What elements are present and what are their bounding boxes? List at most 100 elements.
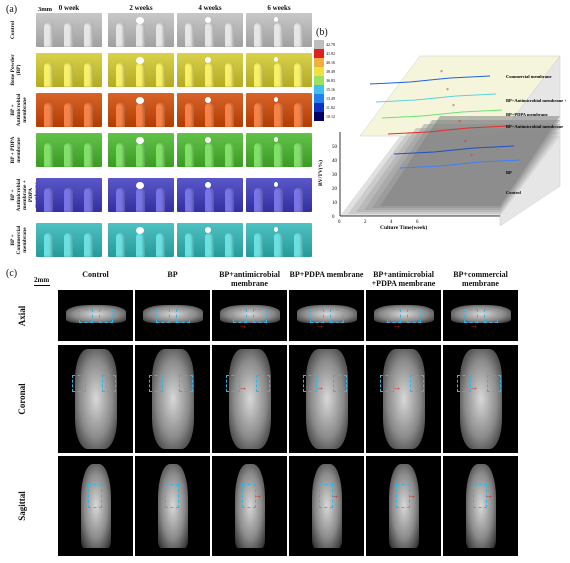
series-label: BP+Antimicrobial membrane + PDPA membran… (506, 98, 566, 103)
defect-hole (136, 137, 144, 144)
tooth-shape (84, 188, 93, 212)
legend-swatch (314, 76, 324, 85)
y-tick-label: 10 (332, 201, 338, 206)
tooth-shape (64, 63, 73, 87)
defect-hole (205, 182, 211, 188)
row-label-a-5: BP + Commercial membrane (10, 225, 28, 255)
tooth-shape (185, 233, 194, 257)
defect-hole (136, 182, 144, 189)
tooth-shape (205, 23, 214, 47)
roi-box (332, 375, 347, 393)
bone-silhouette (151, 349, 194, 449)
col-header-c-1: BP (167, 270, 178, 279)
defect-hole (205, 97, 211, 103)
red-arrow-icon: → (469, 319, 479, 330)
scale-bar-c: 2mm (34, 276, 50, 286)
col-header-a-3: 6 weeks (267, 4, 291, 12)
legend-value: 38.49 (326, 69, 335, 74)
roi-box (486, 375, 501, 393)
tooth-shape (64, 23, 73, 47)
legend-swatch (314, 85, 324, 94)
bone-render-tile (36, 93, 102, 127)
roi-box (156, 309, 170, 323)
col-header-c-4: BP+antimicrobial +PDPA membrane (371, 270, 436, 288)
significance-star: * (440, 70, 443, 76)
tooth-shape (225, 233, 234, 257)
roi-box (409, 375, 424, 393)
scale-bar-a-label: 3mm (38, 6, 53, 13)
bone-silhouette (228, 349, 271, 449)
tooth-shape (44, 233, 53, 257)
ct-scan-image: → (212, 345, 287, 453)
roi-box (407, 309, 422, 323)
tooth-shape (185, 63, 194, 87)
legend-swatch (314, 103, 324, 112)
scale-bar-c-line (34, 285, 50, 286)
ct-scan-image (135, 290, 210, 341)
tooth-shape (274, 103, 283, 127)
roi-box (379, 375, 394, 393)
bone-silhouette (142, 305, 203, 324)
tooth-shape (225, 143, 234, 167)
panel-a-label: (a) (6, 4, 18, 15)
row-label-a-2: BP + Antimicrobial membrane (10, 93, 28, 127)
series-slab (380, 116, 560, 206)
defect-hole (274, 17, 278, 22)
y-tick-label: 40 (332, 159, 338, 164)
red-arrow-icon: → (407, 490, 417, 500)
bone-silhouette (465, 464, 496, 548)
tooth-shape (44, 103, 53, 127)
legend-swatch (314, 94, 324, 103)
tooth-shape (116, 103, 125, 127)
bone-render-tile (108, 13, 174, 47)
series-line (375, 93, 497, 103)
tooth-shape (64, 143, 73, 167)
roi-box (233, 309, 247, 323)
bone-render-tile (246, 93, 312, 127)
tooth-shape (156, 23, 165, 47)
tooth-shape (254, 23, 263, 47)
tooth-shape (254, 63, 263, 87)
tooth-shape (44, 143, 53, 167)
tooth-shape (64, 233, 73, 257)
legend-swatch (314, 40, 324, 49)
defect-hole (205, 227, 211, 233)
tooth-shape (274, 188, 283, 212)
bone-silhouette (388, 464, 419, 548)
roi-box (165, 484, 179, 508)
ct-scan-image: → (289, 345, 364, 453)
defect-hole (136, 227, 144, 234)
significance-star: * (464, 140, 467, 146)
tooth-shape (185, 188, 194, 212)
bone-silhouette (80, 464, 111, 548)
bone-render-tile (108, 133, 174, 167)
col-header-c-5: BP+commercial membrane (453, 270, 508, 288)
ct-scan-image (135, 456, 210, 556)
y-tick-label: 50 (332, 145, 338, 150)
roi-box (71, 375, 86, 393)
tooth-shape (64, 188, 73, 212)
tooth-shape (225, 103, 234, 127)
series-line (369, 75, 491, 85)
defect-hole (274, 227, 278, 232)
red-arrow-icon: → (253, 490, 263, 500)
tooth-shape (225, 23, 234, 47)
red-arrow-icon: → (315, 319, 325, 330)
bone-render-tile (177, 178, 243, 212)
legend-value: 10.12 (326, 114, 335, 119)
bone-silhouette (450, 305, 511, 324)
series-line (393, 145, 515, 155)
tooth-shape (274, 63, 283, 87)
tooth-shape (156, 233, 165, 257)
panel-b-label: (b) (316, 27, 328, 38)
tooth-shape (225, 63, 234, 87)
col-header-a-1: 2 weeks (129, 4, 153, 12)
significance-star: * (458, 120, 461, 126)
roi-box (464, 309, 478, 323)
legend-swatch (314, 67, 324, 76)
y-tick-label: 30 (332, 173, 338, 178)
tooth-shape (136, 23, 145, 47)
tooth-shape (84, 233, 93, 257)
series-label: BP+Antimicrobial membrane (506, 124, 563, 129)
tooth-shape (136, 103, 145, 127)
